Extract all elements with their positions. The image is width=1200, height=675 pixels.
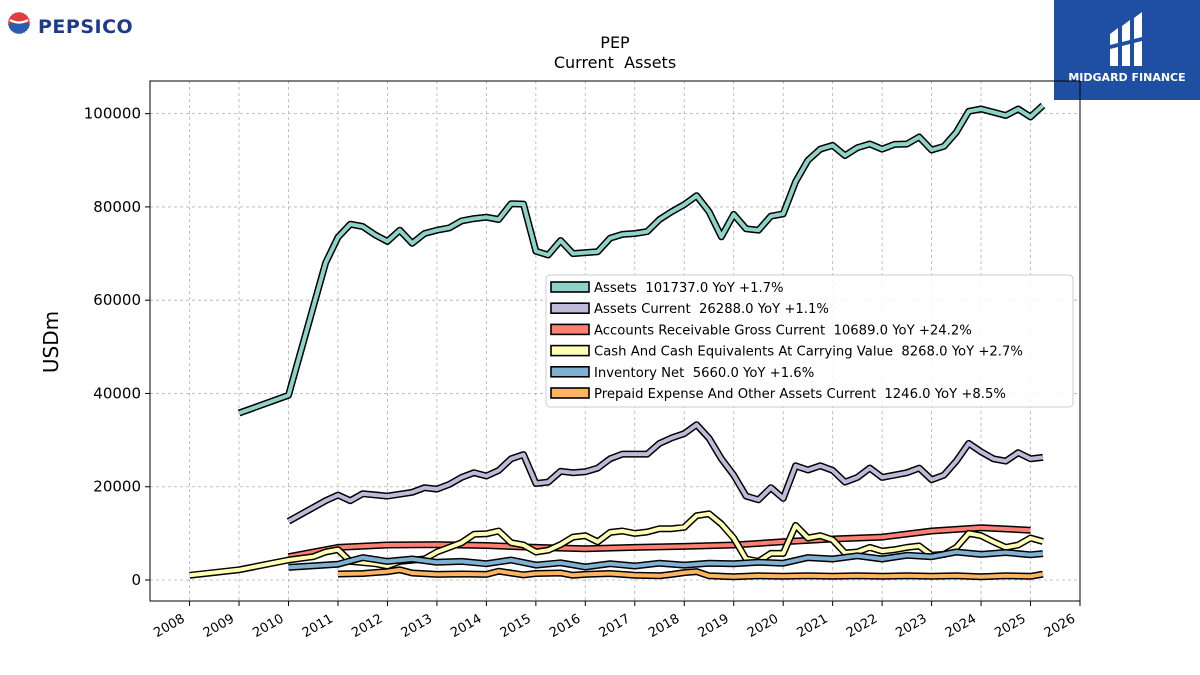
x-tick-label: 2026 xyxy=(1042,611,1078,641)
x-tick-label: 2019 xyxy=(696,611,732,641)
legend-item: Prepaid Expense And Other Assets Current… xyxy=(550,387,1006,402)
y-axis-label: USDm xyxy=(39,311,63,373)
series-line-stroke xyxy=(288,525,1031,559)
pepsico-logo: PEPSICO xyxy=(6,8,133,38)
midgard-finance-logo: MIDGARD FINANCE xyxy=(1054,0,1200,100)
x-tick-label: 2010 xyxy=(250,611,286,641)
x-tick-label: 2008 xyxy=(151,611,187,641)
legend-swatch xyxy=(550,323,590,336)
legend-label: Accounts Receivable Gross Current 10689.… xyxy=(594,323,972,338)
y-tick-label: 20000 xyxy=(93,478,141,496)
legend-swatch xyxy=(550,281,590,293)
plot-frame xyxy=(149,80,1081,602)
legend-swatch xyxy=(550,344,590,357)
series-line-stroke xyxy=(238,104,1045,415)
x-tick-label: 2020 xyxy=(745,611,781,641)
x-tick-label: 2013 xyxy=(399,611,435,641)
x-tick-label: 2016 xyxy=(547,611,583,641)
x-tick-label: 2022 xyxy=(844,611,880,641)
series-line-stroke xyxy=(287,422,1044,524)
series-line-2 xyxy=(286,421,1044,525)
legend-box xyxy=(545,274,1074,408)
y-tick-label: 100000 xyxy=(84,105,141,123)
y-tick-label: 40000 xyxy=(93,384,141,402)
x-tick-label: 2009 xyxy=(201,611,237,641)
x-tick-label: 2012 xyxy=(349,611,385,641)
legend-item: Cash And Cash Equivalents At Carrying Va… xyxy=(550,344,1023,360)
series-line-stroke xyxy=(337,567,1044,579)
legend-swatch xyxy=(550,387,590,399)
x-tick-label: 2025 xyxy=(992,611,1028,641)
y-tick-label: 0 xyxy=(131,571,141,589)
series-line-5 xyxy=(288,548,1044,571)
chart-subtitle: Current Assets xyxy=(554,53,676,72)
legend-item: Inventory Net 5660.0 YoY +1.6% xyxy=(550,365,814,381)
legend-label: Assets 101737.0 YoY +1.7% xyxy=(594,281,784,296)
legend-item: Accounts Receivable Gross Current 10689.… xyxy=(550,323,972,338)
x-tick-label: 2021 xyxy=(794,611,830,641)
legend-label: Prepaid Expense And Other Assets Current… xyxy=(594,387,1006,402)
legend-item: Assets Current 26288.0 YoY +1.1% xyxy=(550,302,829,317)
x-tick-label: 2024 xyxy=(943,611,979,641)
x-tick-label: 2018 xyxy=(646,611,682,641)
series-line-stroke xyxy=(288,550,1044,570)
series-line-6 xyxy=(337,566,1044,581)
legend-label: Cash And Cash Equivalents At Carrying Va… xyxy=(594,345,1023,360)
legend-label: Assets Current 26288.0 YoY +1.1% xyxy=(594,302,829,317)
series-line-1 xyxy=(237,102,1046,417)
x-tick-label: 2017 xyxy=(597,611,633,641)
midgard-wordmark: MIDGARD FINANCE xyxy=(1068,71,1186,84)
legend-label: Inventory Net 5660.0 YoY +1.6% xyxy=(594,366,814,381)
x-tick-label: 2014 xyxy=(448,611,484,641)
midgard-emblem-icon xyxy=(1106,12,1146,66)
legend-swatch xyxy=(550,302,590,315)
y-tick-label: 60000 xyxy=(93,291,141,309)
x-tick-label: 2015 xyxy=(498,611,534,641)
x-tick-label: 2023 xyxy=(893,611,929,641)
globe-icon xyxy=(7,11,31,35)
y-tick-label: 80000 xyxy=(93,198,141,216)
legend-swatch xyxy=(550,365,590,378)
series-line-3 xyxy=(287,524,1031,561)
pepsico-wordmark: PEPSICO xyxy=(38,16,134,38)
x-tick-label: 2011 xyxy=(300,611,336,641)
chart-title: PEP xyxy=(600,33,630,52)
legend-item: Assets 101737.0 YoY +1.7% xyxy=(550,281,784,296)
